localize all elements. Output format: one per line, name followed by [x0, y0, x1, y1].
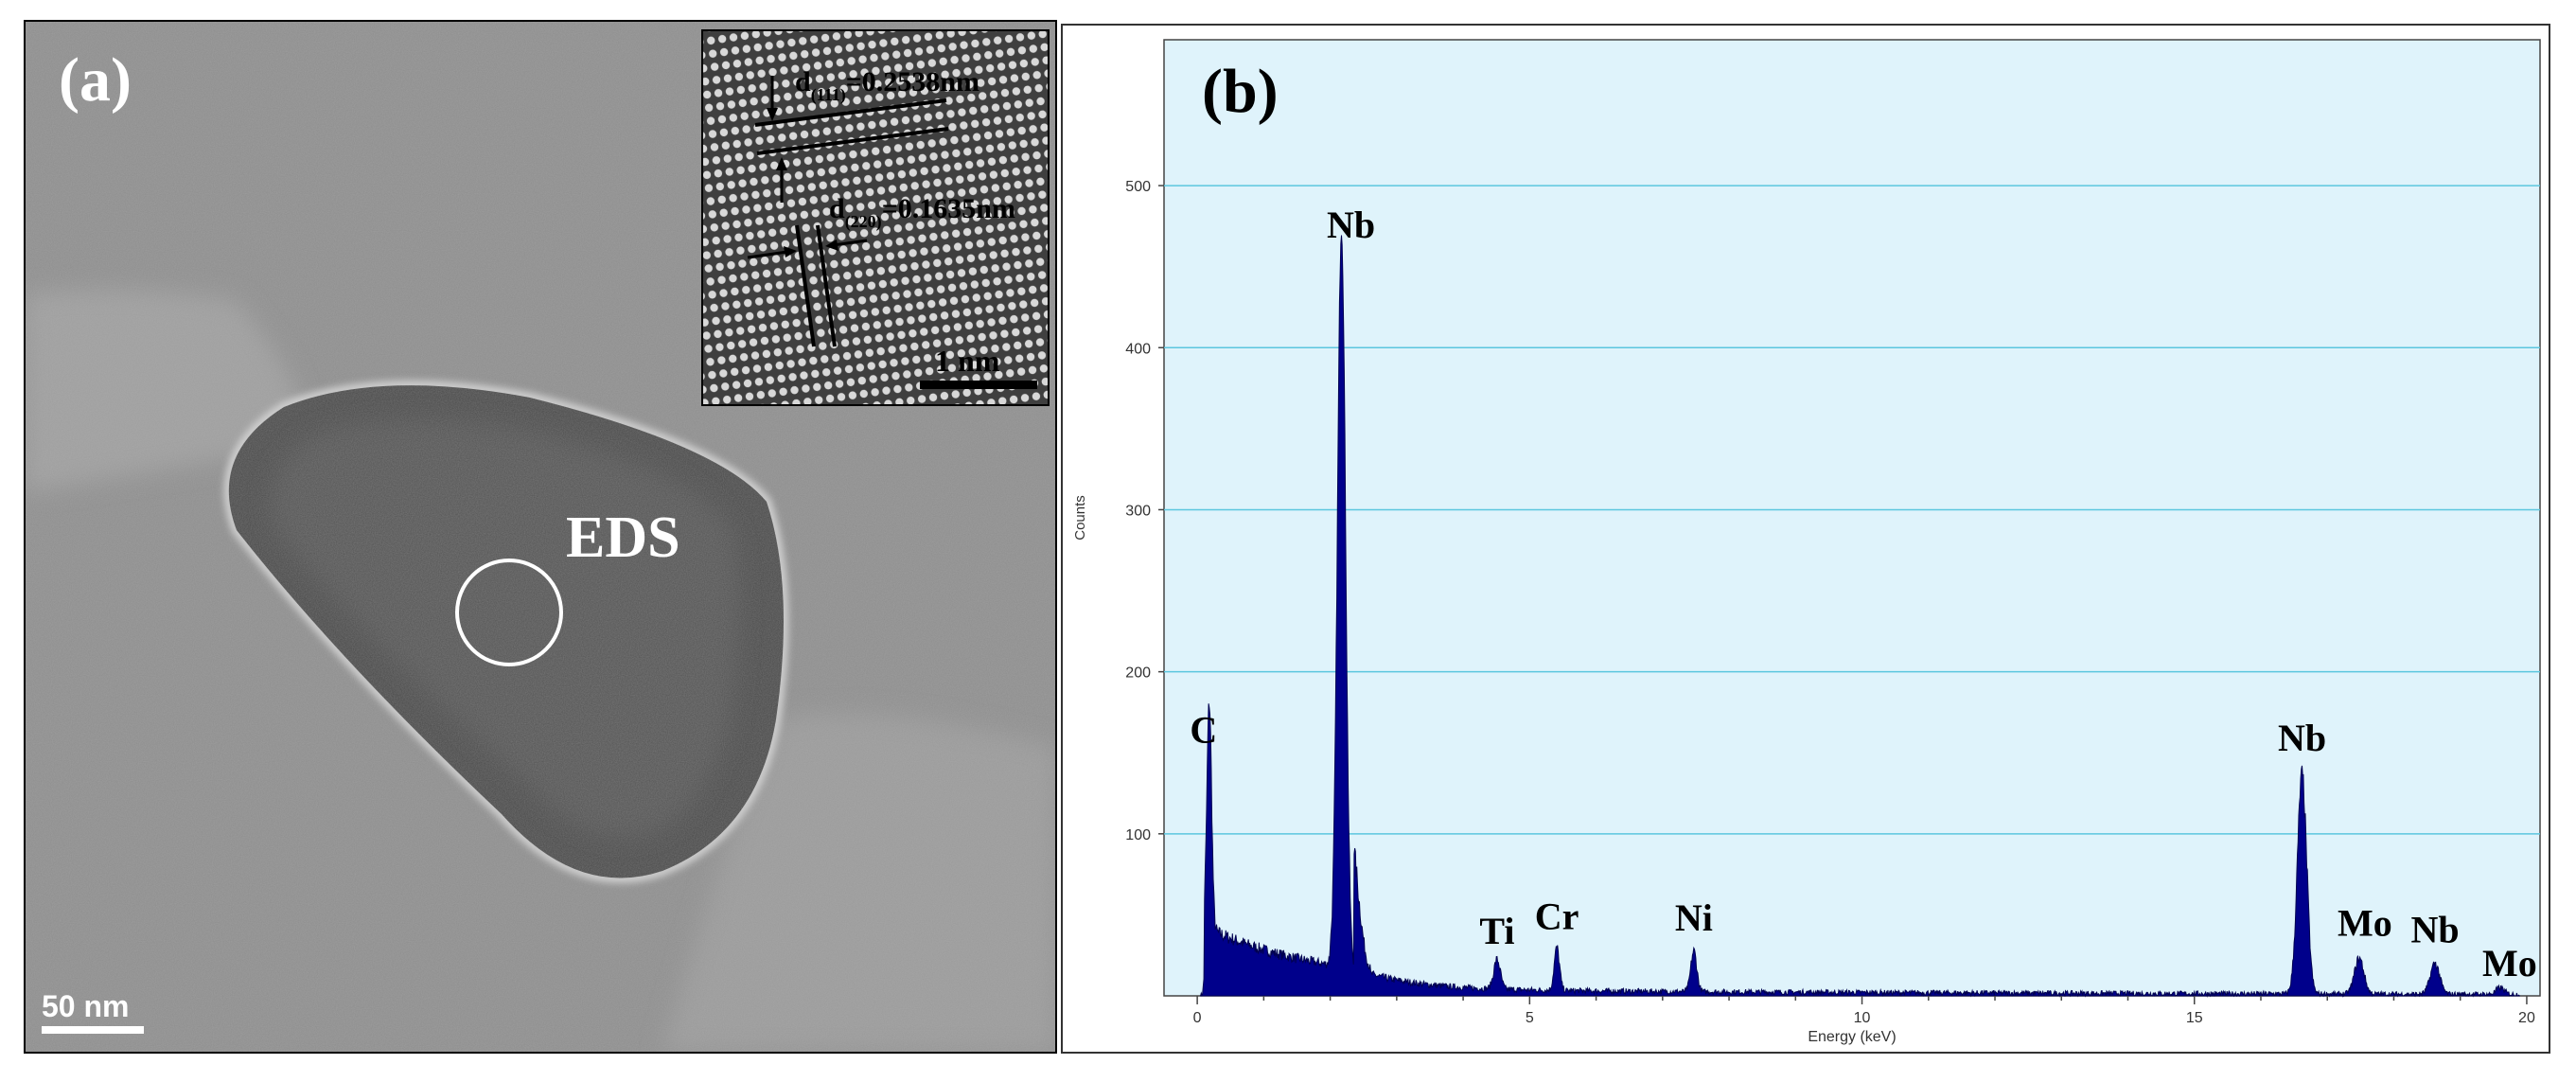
- plot-area: [1163, 39, 2541, 997]
- panel-b-eds-spectrum: 100 200 300 400 500 0 5 10 15 20 C Nb Ti Cr Ni Nb Mo Nb…: [1061, 24, 2550, 1054]
- x-tick-label: 0: [1193, 1010, 1202, 1026]
- peak-label-mo: Mo: [2338, 901, 2392, 944]
- peak-label-nb: Nb: [1327, 204, 1375, 246]
- d220-label: d(220)=0.1635nm: [829, 193, 1015, 232]
- peak-label-nb: Nb: [2410, 908, 2459, 950]
- peak-label-cr: Cr: [1535, 895, 1579, 937]
- x-tick-label: 20: [2518, 1010, 2535, 1026]
- y-tick-label: 300: [1125, 503, 1151, 519]
- x-tick-label: 5: [1526, 1010, 1534, 1026]
- scale-bar-1nm: [920, 381, 1037, 389]
- scale-bar-label-1nm: 1 nm: [935, 344, 1000, 378]
- panel-a-label: (a): [59, 45, 132, 115]
- y-axis: 100 200 300 400 500: [1125, 179, 1164, 843]
- hrtem-inset: d(111)=0.2538nm d(220)=0.1635nm 1 nm: [701, 29, 1050, 406]
- y-tick-label: 400: [1125, 341, 1151, 357]
- peak-label-mo: Mo: [2482, 942, 2537, 984]
- panel-b-label: (b): [1202, 57, 1279, 126]
- peak-labels: C Nb Ti Cr Ni Nb Mo Nb Mo: [1190, 204, 2536, 984]
- x-axis-title: Energy (keV): [1808, 1029, 1896, 1045]
- eds-label: EDS: [566, 506, 680, 570]
- x-axis: 0 5 10 15 20: [1193, 996, 2535, 1026]
- peak-label-nb: Nb: [2278, 717, 2326, 759]
- y-tick-label: 100: [1125, 827, 1151, 843]
- peak-label-ti: Ti: [1479, 910, 1514, 952]
- peak-label-ni: Ni: [1675, 896, 1713, 939]
- x-tick-label: 15: [2186, 1010, 2203, 1026]
- x-tick-label: 10: [1854, 1010, 1871, 1026]
- y-tick-label: 500: [1125, 179, 1151, 195]
- peak-label-c: C: [1190, 708, 1217, 751]
- d111-label: d(111)=0.2538nm: [795, 66, 979, 105]
- spectrum-area: [1199, 235, 2520, 998]
- scale-bar-50nm: [42, 1026, 144, 1034]
- eds-region-circle: [455, 559, 563, 666]
- grid-lines: [1164, 185, 2540, 835]
- y-axis-title: Counts: [1072, 495, 1088, 541]
- scale-bar-label-50nm: 50 nm: [42, 989, 129, 1023]
- y-tick-label: 200: [1125, 665, 1151, 682]
